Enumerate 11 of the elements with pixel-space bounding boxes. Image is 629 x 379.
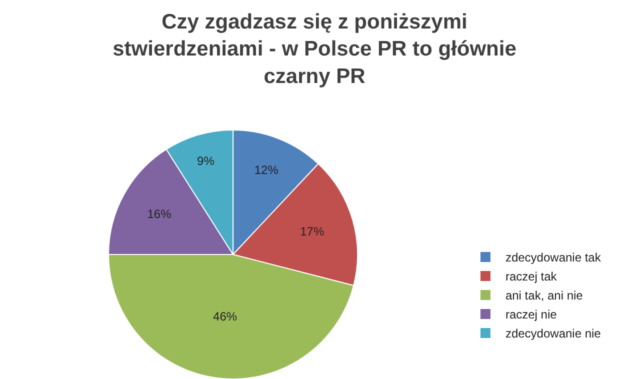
chart-title: Czy zgadzasz się z poniższymi stwierdzeniami - w Polsce PR to głównie czarny PR — [112, 10, 516, 88]
legend-label: zdecydowanie nie — [505, 326, 602, 341]
data-label: 17% — [300, 224, 324, 238]
legend-label: ani tak, ani nie — [505, 288, 584, 303]
data-label: 9% — [197, 154, 215, 168]
data-label: 46% — [213, 310, 238, 324]
legend-label: raczej tak — [505, 270, 558, 284]
data-label: 16% — [147, 207, 172, 222]
legend-label: zdecydowanie tak — [505, 250, 602, 265]
data-label: 12% — [254, 162, 279, 177]
legend-label: raczej nie — [505, 308, 558, 322]
